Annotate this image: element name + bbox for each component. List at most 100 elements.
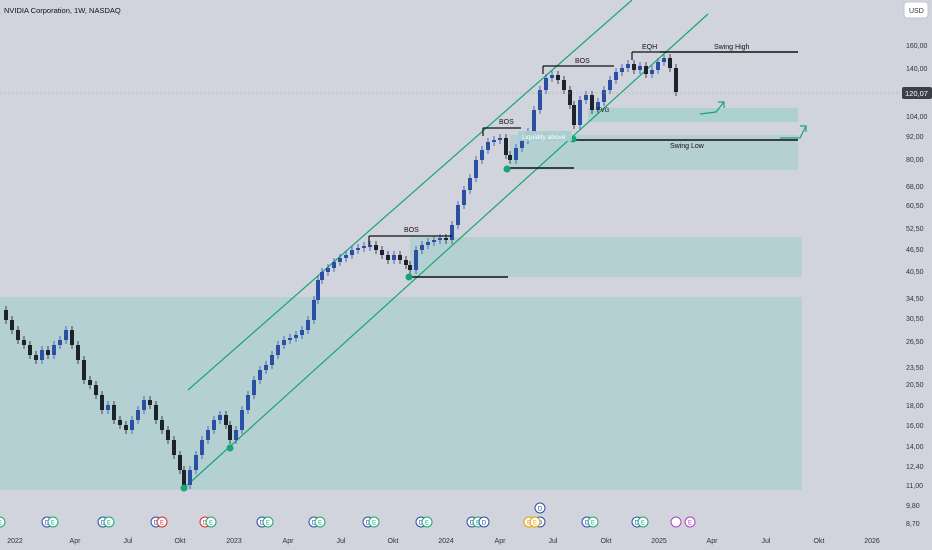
x-tick-label: Apr (283, 538, 295, 545)
candle-body (28, 345, 32, 355)
y-tick-label: 46,50 (906, 247, 924, 254)
y-tick-label: 18,00 (906, 403, 924, 410)
candle-body (474, 160, 478, 178)
candle-body (508, 155, 512, 160)
event-marker-circle (47, 516, 59, 528)
currency-button[interactable] (903, 1, 929, 19)
candle-body (154, 405, 158, 420)
candle-body (288, 338, 292, 340)
y-tick-label: 80,00 (906, 157, 924, 164)
candle-body (414, 250, 418, 270)
candle-body (16, 330, 20, 340)
candle-body (562, 80, 566, 90)
candle-body (638, 66, 642, 70)
candle-body (112, 405, 116, 420)
candle-body (246, 395, 250, 410)
y-tick-label: 9,80 (906, 503, 920, 510)
candle-body (270, 355, 274, 365)
event-marker-label: D (635, 521, 640, 527)
y-tick-label: 60,50 (906, 203, 924, 210)
event-marker-label: E (51, 521, 55, 527)
candle-body (212, 420, 216, 430)
candle-body (228, 425, 232, 440)
swing-high-label: Swing High (714, 44, 750, 51)
event-marker-circle (314, 516, 326, 528)
arrow-projection-1 (699, 101, 725, 115)
candle-body (34, 355, 38, 360)
candle-body (94, 385, 98, 395)
currency-label: USD (909, 8, 924, 15)
event-marker-label: D (154, 521, 159, 527)
candle-body (614, 72, 618, 80)
liquidity-label-bg (518, 131, 572, 141)
y-tick-label: 140,00 (906, 66, 928, 73)
candle-body (166, 430, 170, 440)
event-marker-label: E (476, 521, 480, 527)
candle-body (178, 455, 182, 470)
event-marker-circle (478, 516, 490, 528)
y-tick-label: 92,00 (906, 134, 924, 141)
y-tick-label: 20,50 (906, 382, 924, 389)
arrow-projection-2-head (800, 125, 807, 132)
candle-body (88, 380, 92, 385)
candle-body (544, 78, 548, 90)
event-marker-label: D (538, 521, 543, 527)
candle-body (456, 205, 460, 225)
candle-body (632, 64, 636, 70)
candle-body (160, 420, 164, 430)
event-marker-circle (684, 516, 696, 528)
fvg-label: FVG (597, 108, 610, 114)
swing-points (180, 135, 577, 492)
candle-body (58, 340, 62, 345)
candle-body (258, 370, 262, 380)
event-marker-label: E (372, 521, 376, 527)
candle-body (532, 110, 536, 132)
swing-point-2022 (180, 484, 188, 492)
y-tick-label: 34,50 (906, 296, 924, 303)
y-tick-label: 68,00 (906, 184, 924, 191)
x-tick-label: 2022 (7, 538, 23, 545)
candle-body (674, 68, 678, 92)
candle-body (300, 330, 304, 335)
x-tick-label: Jul (549, 538, 558, 545)
candle-body (52, 345, 56, 355)
candle-body (662, 58, 666, 62)
candle-body (76, 345, 80, 360)
zone-demand-mid (410, 237, 802, 277)
candles (4, 54, 678, 489)
candle-body (498, 138, 502, 140)
candle-body (40, 350, 44, 360)
x-tick-label: 2023 (226, 538, 242, 545)
candle-body (306, 320, 310, 330)
candle-body (10, 320, 14, 330)
annotations: BOS BOS BOS EQH Swing High Swing Low FVG… (404, 44, 750, 234)
candle-body (118, 420, 122, 425)
candle-body (626, 64, 630, 68)
event-marker-label: D (203, 521, 208, 527)
candle-body (644, 66, 648, 74)
candle-body (136, 410, 140, 420)
candle-body (386, 255, 390, 260)
time-axis[interactable]: 2022 Apr Jul Okt 2023 Apr Jul Okt 2024 Apr Jul Okt 2… (7, 538, 880, 545)
candle-body (620, 68, 624, 72)
y-tick-label: 23,50 (906, 365, 924, 372)
candle-body (380, 250, 384, 255)
event-marker-label: D (470, 521, 475, 527)
y-tick-label: 30,50 (906, 316, 924, 323)
event-marker-circle (368, 516, 380, 528)
candle-body (584, 95, 588, 100)
candle-body (404, 260, 408, 265)
event-marker-circle (205, 516, 217, 528)
y-tick-label: 160,00 (906, 43, 928, 50)
candle-body (100, 395, 104, 410)
candle-body (316, 280, 320, 300)
candle-body (338, 258, 342, 262)
candle-body (602, 90, 606, 102)
event-marker-label: E (425, 521, 429, 527)
event-marker-circle (637, 516, 649, 528)
event-marker-label: D (482, 521, 487, 527)
event-marker-label: E (641, 521, 645, 527)
last-price-badge (902, 87, 932, 99)
x-tick-label: Apr (707, 538, 719, 545)
